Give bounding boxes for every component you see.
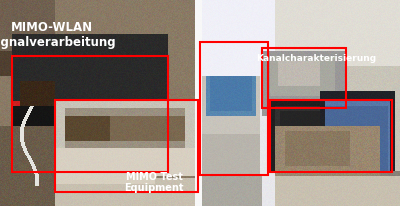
Text: Kanalcharakterisierung: Kanalcharakterisierung [256,54,376,63]
Bar [200,42,268,175]
Bar [55,100,198,192]
Bar [12,56,168,172]
Text: MIMO Test
Equipment: MIMO Test Equipment [124,172,184,193]
Bar [270,100,392,172]
Bar [262,48,346,108]
Text: MIMO-WLAN
Signalverarbeitung: MIMO-WLAN Signalverarbeitung [0,21,116,49]
